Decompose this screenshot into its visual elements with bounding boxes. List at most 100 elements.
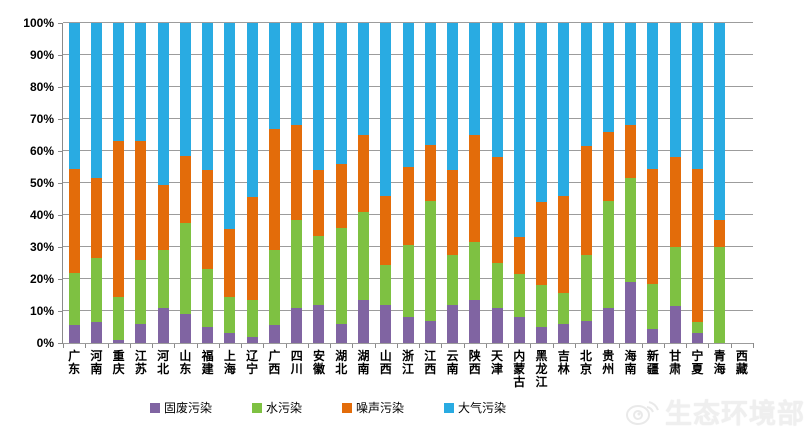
x-axis-category-label: 贵州 <box>602 349 615 376</box>
x-axis-tick <box>730 344 732 348</box>
bar-segment-固废污染 <box>90 322 102 343</box>
bar-segment-水污染 <box>135 259 147 324</box>
bar-segment-大气污染 <box>202 23 214 171</box>
weibo-icon <box>626 400 659 425</box>
bar-segment-大气污染 <box>224 23 236 230</box>
bar-segment-噪声污染 <box>380 195 392 265</box>
y-axis-tick-label: 90% <box>29 48 54 62</box>
bar-segment-固废污染 <box>669 306 681 343</box>
y-axis-line <box>62 23 63 344</box>
legend-item: 水污染 <box>252 399 302 416</box>
bar-segment-水污染 <box>469 242 481 300</box>
x-axis-category-label: 宁夏 <box>691 349 704 376</box>
bar-segment-大气污染 <box>447 23 459 171</box>
y-axis-tick <box>58 215 62 216</box>
x-axis-category-label: 江苏 <box>134 349 147 376</box>
x-axis-tick <box>552 344 554 348</box>
bar-segment-大气污染 <box>246 23 258 198</box>
bar-segment-大气污染 <box>90 23 102 179</box>
x-axis-category-label: 福建 <box>201 349 214 376</box>
plot-area <box>63 22 753 344</box>
bar-segment-噪声污染 <box>513 237 525 275</box>
bar-segment-水污染 <box>90 258 102 323</box>
bar-segment-固废污染 <box>625 282 637 343</box>
bar-segment-大气污染 <box>424 23 436 145</box>
x-axis-tick <box>619 344 621 348</box>
bar-segment-噪声污染 <box>647 168 659 284</box>
legend-swatch-icon <box>252 402 263 413</box>
bar-segment-噪声污染 <box>580 146 592 255</box>
legend-label: 水污染 <box>266 401 303 415</box>
x-axis-tick <box>263 344 265 348</box>
x-axis-tick <box>530 344 532 348</box>
bar-segment-固废污染 <box>580 320 592 343</box>
bar-segment-大气污染 <box>580 23 592 147</box>
y-axis-tick <box>58 343 62 344</box>
x-axis-category-label: 吉林 <box>557 349 570 376</box>
x-axis-category-label: 广西 <box>268 349 281 376</box>
x-axis-tick <box>307 344 309 348</box>
bar-segment-大气污染 <box>157 23 169 185</box>
bar-segment-固废污染 <box>402 317 414 343</box>
bar-segment-噪声污染 <box>669 157 681 247</box>
watermark: 生态环境部 <box>625 392 805 431</box>
bar-segment-水污染 <box>313 235 325 305</box>
y-axis-tick-label: 30% <box>29 240 54 254</box>
bar-segment-固废污染 <box>202 327 214 343</box>
y-axis-tick-label: 40% <box>29 208 54 222</box>
bar-segment-固废污染 <box>513 317 525 343</box>
x-axis-category-label: 辽宁 <box>246 349 259 376</box>
bar-segment-固废污染 <box>647 328 659 343</box>
y-axis-tick <box>58 151 62 152</box>
bar-segment-大气污染 <box>513 23 525 238</box>
bar-segment-噪声污染 <box>625 125 637 179</box>
y-axis-tick <box>58 55 62 56</box>
bar-segment-噪声污染 <box>90 178 102 259</box>
legend-item: 大气污染 <box>444 399 506 416</box>
x-axis-tick <box>85 344 87 348</box>
bar-segment-大气污染 <box>357 23 369 135</box>
bar-segment-噪声污染 <box>424 144 436 201</box>
x-axis-tick <box>241 344 243 348</box>
x-axis-tick <box>174 344 176 348</box>
x-axis-tick <box>663 344 665 348</box>
y-axis-tick <box>58 279 62 280</box>
bar-segment-固废污染 <box>224 333 236 343</box>
bar-segment-大气污染 <box>68 23 80 169</box>
bar-segment-噪声污染 <box>335 163 347 228</box>
legend-swatch-icon <box>444 402 455 413</box>
bar-segment-固废污染 <box>691 333 703 343</box>
y-axis-tick-label: 100% <box>23 16 54 30</box>
bar-segment-噪声污染 <box>157 184 169 251</box>
bar-segment-固废污染 <box>113 339 125 343</box>
bar-segment-大气污染 <box>179 23 191 156</box>
x-axis-tick <box>686 344 688 348</box>
bar-segment-水污染 <box>68 272 80 326</box>
bar-segment-大气污染 <box>268 23 280 129</box>
bar-segment-水污染 <box>357 211 369 300</box>
legend-swatch-icon <box>150 402 160 413</box>
x-axis-category-label: 重庆 <box>112 349 125 376</box>
bar-segment-固废污染 <box>135 323 147 343</box>
bar-segment-大气污染 <box>113 23 125 142</box>
bar-segment-噪声污染 <box>113 141 125 297</box>
bar-segment-固废污染 <box>335 323 347 343</box>
bar-segment-噪声污染 <box>135 141 147 260</box>
x-axis-category-label: 浙江 <box>401 349 414 376</box>
bar-segment-水污染 <box>447 255 459 305</box>
bar-segment-噪声污染 <box>224 229 236 297</box>
x-axis-tick <box>597 344 599 348</box>
bar-segment-固废污染 <box>469 299 481 343</box>
bar-segment-水污染 <box>179 223 191 315</box>
y-axis-tick-label: 80% <box>29 80 54 94</box>
bar-segment-固废污染 <box>291 307 303 343</box>
bar-segment-噪声污染 <box>357 135 369 212</box>
y-axis-tick <box>58 119 62 120</box>
bar-segment-水污染 <box>202 269 214 327</box>
y-axis-tick-label: 20% <box>29 272 54 286</box>
bar-segment-固废污染 <box>491 307 503 343</box>
bar-segment-固废污染 <box>357 299 369 343</box>
x-axis-tick <box>107 344 109 348</box>
watermark-text: 生态环境部 <box>665 399 805 429</box>
bar-segment-大气污染 <box>491 23 503 158</box>
